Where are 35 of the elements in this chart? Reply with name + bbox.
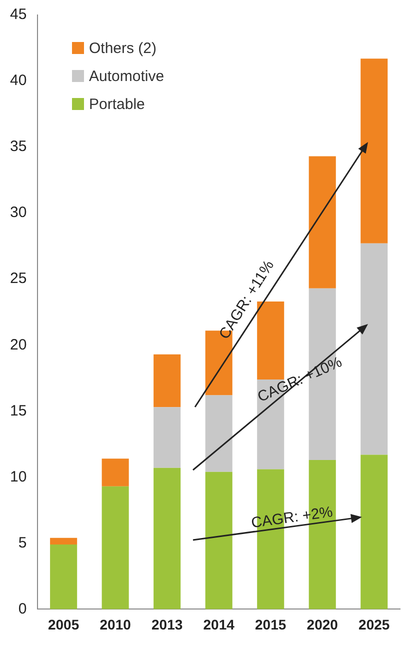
bar <box>102 458 129 486</box>
bar <box>154 468 181 610</box>
bar <box>205 395 232 472</box>
bar <box>360 454 388 610</box>
bar <box>308 156 336 288</box>
y-tick-label: 40 <box>10 72 27 90</box>
legend-label: Automotive <box>89 68 164 84</box>
legend-label: Portable <box>89 96 145 112</box>
x-tick-label: 2014 <box>203 616 235 632</box>
bar <box>360 58 388 244</box>
y-tick-label: 0 <box>18 600 27 618</box>
x-tick-label: 2020 <box>306 616 338 632</box>
bar <box>50 544 78 610</box>
bar <box>154 407 181 468</box>
x-tick-label: 2013 <box>152 616 183 632</box>
bar <box>102 486 129 610</box>
x-tick-label: 2025 <box>358 616 390 632</box>
annotation: CAGR: +10% <box>255 354 345 406</box>
bar <box>360 243 388 455</box>
x-tick-label: 2015 <box>255 616 286 632</box>
y-tick-label: 45 <box>10 6 27 24</box>
y-tick-label: 5 <box>18 534 27 552</box>
bar <box>205 472 232 610</box>
bar <box>154 354 181 408</box>
x-tick-label: 2005 <box>48 616 80 632</box>
x-tick-label: 2010 <box>100 616 132 632</box>
y-tick-label: 20 <box>10 336 27 354</box>
legend-label: Others (2) <box>89 40 157 56</box>
y-tick-label: 30 <box>10 204 27 222</box>
y-tick-label: 25 <box>10 270 27 288</box>
y-tick-label: 15 <box>10 402 27 420</box>
bar <box>50 538 78 544</box>
y-tick-label: 10 <box>10 468 27 486</box>
annotation: CAGR: +2% <box>250 504 334 532</box>
y-tick-label: 35 <box>10 138 27 156</box>
